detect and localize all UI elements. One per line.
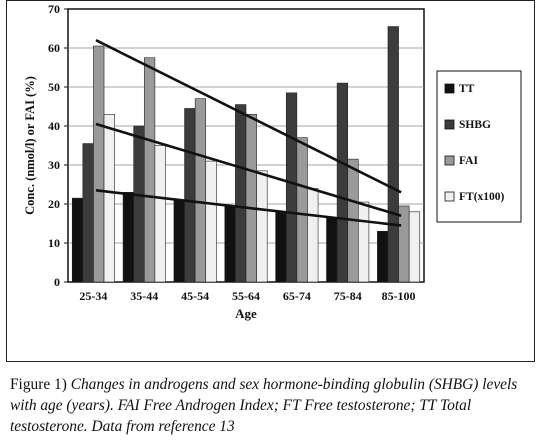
y-axis-label: Conc. (nmol/l) or FAI (%): [23, 76, 37, 215]
legend-label-shbg: SHBG: [459, 119, 491, 131]
bar-fai-55-64: [245, 114, 257, 283]
caption-label: Figure 1): [10, 376, 67, 393]
bar-fai-85-100: [398, 205, 410, 283]
bar-shbg-45-54: [184, 108, 196, 283]
bar-ftx100-65-74: [307, 188, 319, 283]
trendline-fai: [95, 39, 402, 194]
x-tick-label: 45-54: [181, 289, 209, 303]
bar-shbg-85-100: [387, 26, 399, 283]
y-tick-label: 70: [48, 2, 60, 16]
y-tick-label: 30: [48, 158, 60, 172]
bar-fai-45-54: [194, 98, 207, 283]
bar-fai-25-34: [93, 45, 105, 283]
bar-tt-85-100: [377, 231, 389, 283]
bar-ftx100-55-64: [256, 170, 268, 283]
bar-ftx100-25-34: [103, 114, 115, 283]
y-tick-label: 0: [54, 275, 60, 289]
trendline-ftx100: [95, 122, 402, 217]
bar-ftx100-35-44: [154, 145, 166, 283]
bar-ftx100-45-54: [205, 160, 217, 283]
bar-tt-65-74: [275, 211, 287, 283]
bar-shbg-25-34: [82, 143, 94, 283]
bar-tt-25-34: [71, 197, 84, 283]
legend-label-ftx100: FT(x100): [459, 191, 505, 203]
trendline-tt: [95, 189, 402, 227]
legend-swatch-shbg: [444, 119, 455, 130]
bar-tt-55-64: [224, 205, 236, 283]
bar-tt-45-54: [173, 199, 185, 283]
legend-swatch-ftx100: [444, 191, 455, 202]
x-tick-label: 35-44: [130, 289, 158, 303]
x-axis-label: Age: [235, 306, 257, 321]
y-tick-label: 60: [48, 41, 60, 55]
bar-chart: 0 10 20 30 40 50 60 70 25-34 35-44 45-54 55-64 65-74…: [23, 2, 522, 321]
bar-ftx100-85-100: [408, 211, 421, 283]
legend-label-tt: TT: [459, 83, 475, 95]
legend-label-fai: FAI: [459, 155, 478, 167]
bar-shbg-65-74: [285, 92, 298, 283]
bar-fai-35-44: [143, 57, 156, 283]
bar-shbg-75-84: [336, 82, 349, 283]
bar-tt-75-84: [326, 217, 338, 283]
bar-shbg-55-64: [235, 104, 247, 283]
bar-ftx100-75-84: [358, 201, 370, 283]
x-tick-label: 25-34: [79, 289, 107, 303]
legend-swatch-fai: [444, 155, 455, 166]
y-tick-label: 40: [48, 119, 60, 133]
x-tick-label: 85-100: [382, 289, 416, 303]
x-tick-label: 75-84: [334, 289, 362, 303]
y-tick-label: 20: [48, 197, 60, 211]
x-tick-label: 65-74: [283, 289, 311, 303]
y-tick-label: 10: [48, 236, 60, 250]
y-tick-label: 50: [48, 80, 60, 94]
bar-fai-65-74: [296, 137, 308, 283]
figure-frame: [6, 0, 535, 362]
bar-tt-35-44: [122, 192, 134, 283]
bar-shbg-35-44: [133, 125, 145, 283]
caption-text: Changes in androgens and sex hormone-bin…: [10, 376, 518, 435]
legend-swatch-tt: [444, 83, 455, 94]
x-tick-label: 55-64: [232, 289, 260, 303]
figure-caption: Figure 1) Changes in androgens and sex h…: [10, 374, 536, 437]
